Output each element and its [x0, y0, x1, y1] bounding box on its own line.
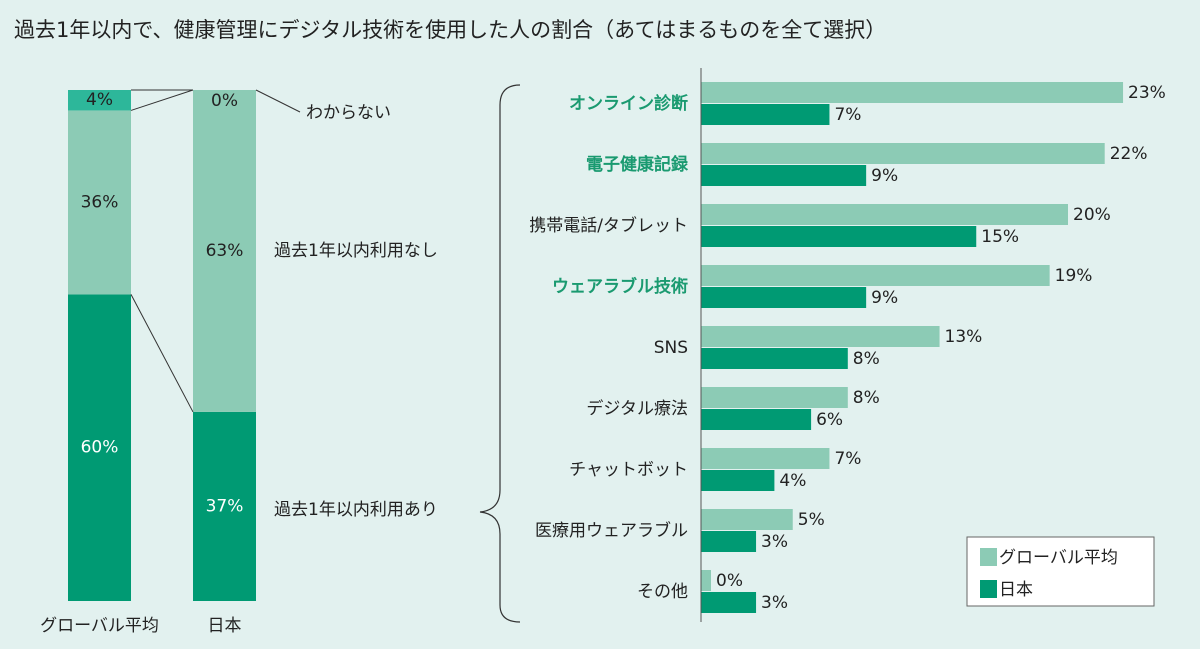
segment-label: 37% — [206, 496, 244, 516]
value-label-japan: 3% — [761, 532, 788, 552]
value-label-japan: 8% — [853, 349, 880, 369]
bar-global — [701, 387, 848, 408]
stacked-segment — [193, 411, 256, 601]
legend-label-global: グローバル平均 — [999, 548, 1118, 568]
value-label-global: 5% — [798, 510, 825, 530]
value-label-global: 13% — [945, 327, 983, 347]
stacked-segment — [68, 90, 131, 111]
bar-japan — [701, 409, 812, 430]
series-label-not-used: 過去1年以内利用なし — [274, 241, 438, 261]
legend-box — [966, 536, 1155, 607]
category-label: 日本 — [208, 616, 242, 636]
value-label-japan: 9% — [871, 166, 898, 186]
category-label: 医療用ウェアラブル — [535, 520, 688, 541]
bar-japan — [701, 470, 775, 491]
value-label-japan: 7% — [834, 105, 861, 125]
bar-global — [701, 570, 711, 591]
category-label: ウェアラブル技術 — [552, 276, 688, 297]
value-label-global: 22% — [1110, 144, 1148, 164]
segment-label: 36% — [81, 192, 119, 212]
category-label: デジタル療法 — [586, 398, 688, 419]
stacked-segment — [68, 294, 131, 601]
value-label-global: 0% — [716, 571, 743, 591]
bar-global — [701, 82, 1124, 103]
value-label-japan: 4% — [779, 471, 806, 491]
value-label-global: 20% — [1073, 205, 1111, 225]
bar-global — [701, 204, 1068, 225]
segment-label: 0% — [211, 91, 238, 111]
value-label-japan: 15% — [981, 227, 1019, 247]
legend-label-japan: 日本 — [999, 580, 1033, 600]
segment-label: 4% — [86, 90, 113, 110]
bar-japan — [701, 287, 867, 308]
bar-japan — [701, 226, 977, 247]
bar-global — [701, 265, 1050, 286]
bar-japan — [701, 165, 867, 186]
legend-swatch-global — [980, 548, 997, 566]
value-label-global: 19% — [1055, 266, 1093, 286]
value-label-japan: 9% — [871, 288, 898, 308]
value-label-global: 23% — [1128, 83, 1166, 103]
value-label-global: 7% — [834, 449, 861, 469]
stacked-segment — [68, 110, 131, 295]
series-label-unknown: わからない — [306, 103, 391, 123]
category-label: チャットボット — [569, 460, 688, 480]
category-label: オンライン診断 — [569, 93, 688, 114]
chart-title: 過去1年以内で、健康管理にデジタル技術を使用した人の割合（あてはまるものを全て選… — [14, 18, 887, 42]
segment-label: 63% — [206, 241, 244, 261]
stacked-segment — [193, 90, 256, 412]
brace — [479, 84, 521, 623]
legend-swatch-japan — [980, 580, 997, 598]
category-label: 携帯電話/タブレット — [529, 215, 688, 236]
value-label-japan: 3% — [761, 593, 788, 613]
value-label-global: 8% — [853, 388, 880, 408]
bar-global — [701, 448, 830, 469]
category-label: 電子健康記録 — [586, 154, 689, 175]
bar-japan — [701, 592, 757, 613]
segment-label: 60% — [81, 438, 119, 458]
category-label: その他 — [637, 582, 688, 602]
category-label: SNS — [654, 338, 688, 358]
connector-line — [130, 294, 194, 413]
bar-global — [701, 326, 940, 347]
connector-line — [130, 89, 194, 111]
bar-global — [701, 509, 793, 530]
category-label: グローバル平均 — [40, 616, 159, 636]
series-label-used: 過去1年以内利用あり — [274, 500, 438, 520]
bar-global — [701, 143, 1105, 164]
connector-line — [255, 89, 301, 113]
value-label-japan: 6% — [816, 410, 843, 430]
bar-japan — [701, 104, 830, 125]
bar-japan — [701, 348, 848, 369]
bar-japan — [701, 531, 757, 552]
